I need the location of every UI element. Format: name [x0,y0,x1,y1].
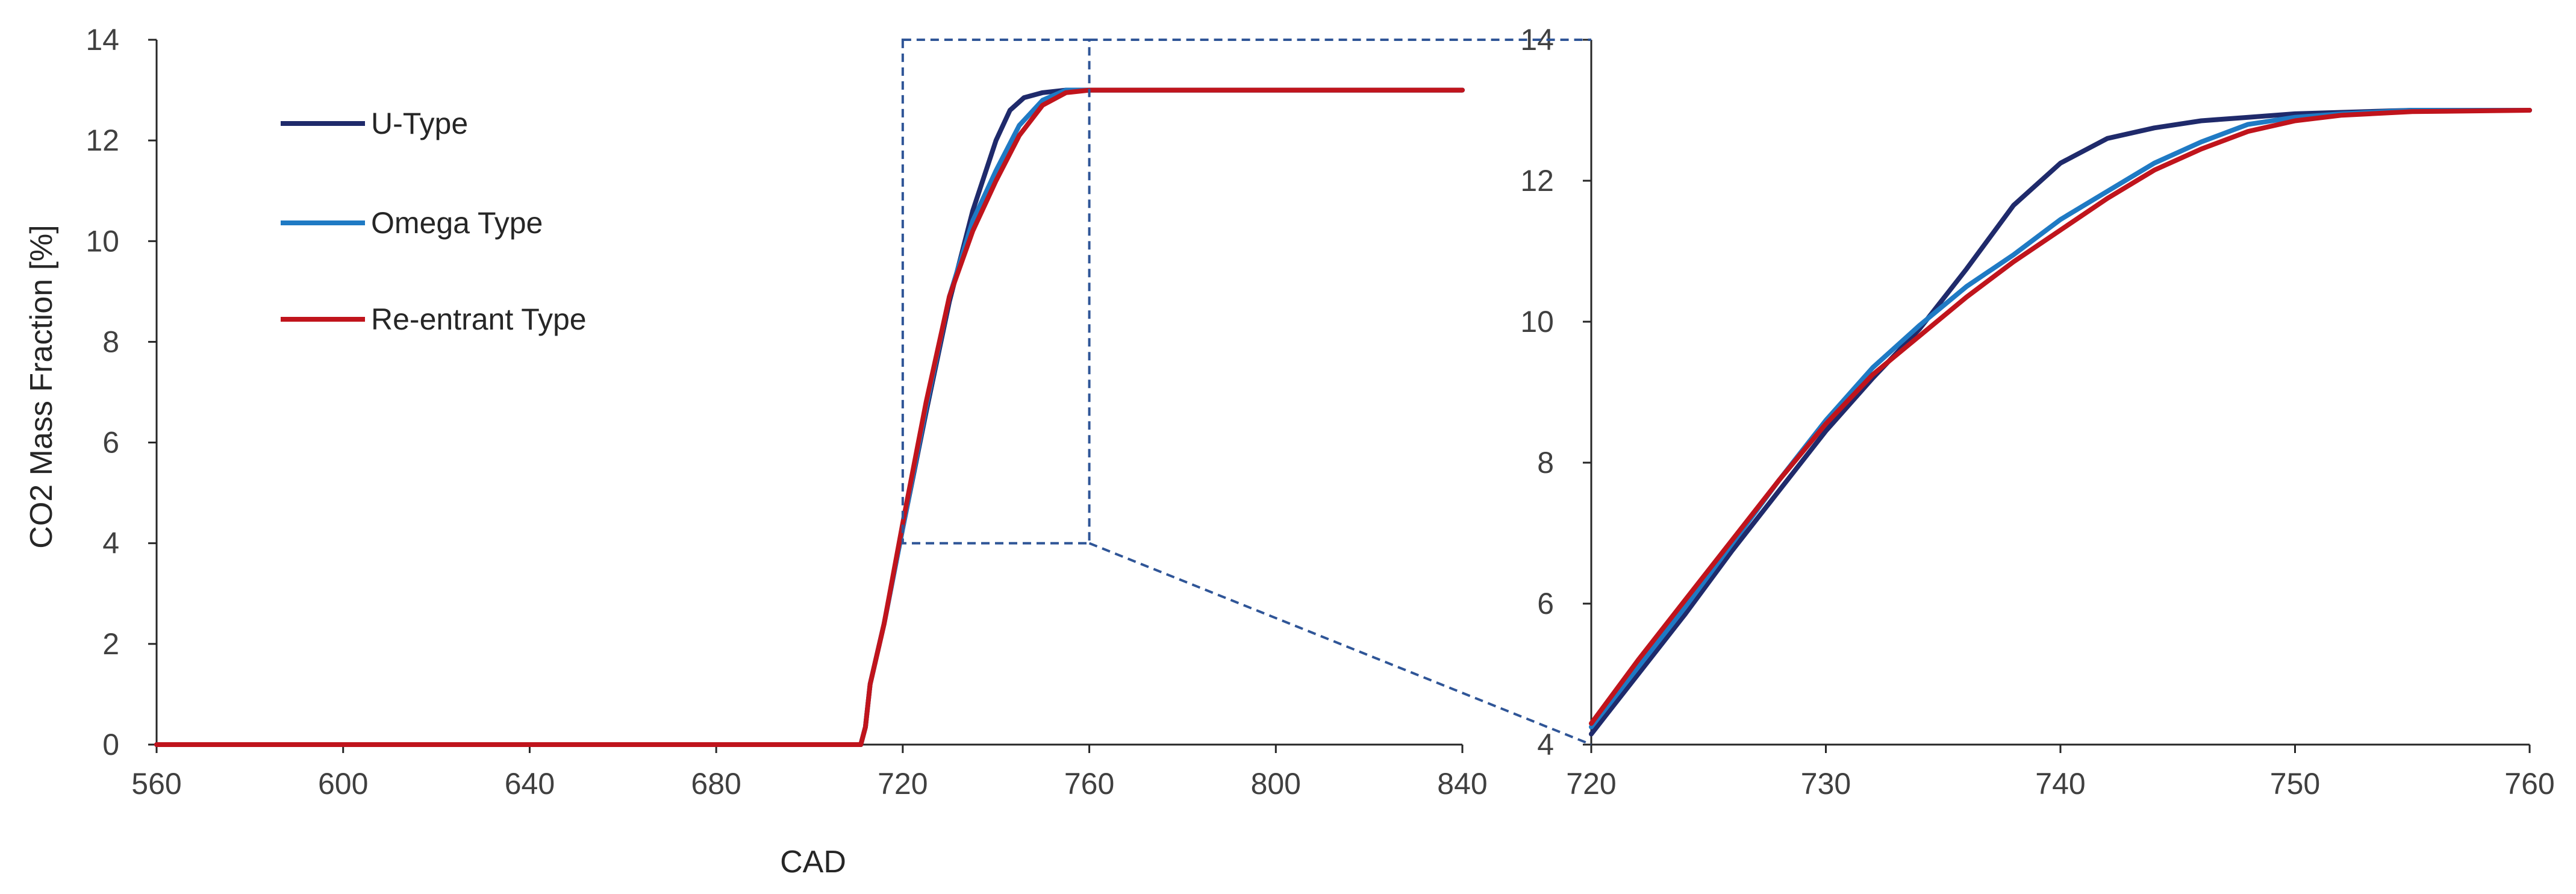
y-tick-label: 12 [1520,164,1554,198]
x-tick-label: 730 [1801,767,1851,801]
x-tick-label: 720 [1566,767,1616,801]
y-tick-label: 8 [1537,446,1554,480]
legend-item: Re-entrant Type [281,302,587,336]
y-tick-label: 10 [1520,305,1554,339]
zoom-connector-bottom [1088,542,1592,746]
legend-label: U-Type [371,107,468,140]
legend-item: U-Type [281,107,468,140]
legend-label: Omega Type [371,206,543,240]
y-tick-label: 2 [102,627,119,661]
x-tick-label: 720 [878,767,928,801]
y-tick-label: 4 [102,527,119,560]
x-tick-label: 600 [318,767,368,801]
y-tick-label: 6 [1537,587,1554,620]
x-tick-label: 760 [1064,767,1114,801]
legend-label: Re-entrant Type [371,302,587,336]
y-axis-title: CO2 Mass Fraction [%] [24,225,59,548]
series-line-1 [1589,108,2532,737]
series-line-3 [1589,108,2532,726]
series-line-3 [154,87,1465,747]
y-tick-label: 8 [102,325,119,358]
series-line-2 [154,87,1465,747]
y-tick-label: 0 [102,728,119,761]
x-tick-label: 680 [691,767,741,801]
series-line-1 [154,87,1465,747]
y-tick-label: 6 [102,426,119,460]
legend: U-Type Omega Type Re-entrant Type [281,107,587,336]
y-tick-label: 4 [1537,728,1554,761]
y-tick-label: 10 [86,224,119,258]
x-tick-label: 840 [1437,767,1487,801]
x-tick-label: 640 [505,767,555,801]
main-chart: 560 600 640 680 720 760 800 840 0 2 4 6 8 10 12 14 [86,23,1487,801]
x-tick-label: 800 [1251,767,1301,801]
zoom-region-box [901,39,1091,545]
zoom-indicator [901,39,1592,746]
x-tick-label: 760 [2504,767,2554,801]
y-tick-label: 14 [86,23,119,57]
x-axis-title: CAD [780,845,846,880]
legend-item: Omega Type [281,206,543,240]
x-tick-label: 750 [2270,767,2320,801]
x-tick-label: 560 [131,767,181,801]
series-line-2 [1589,108,2532,730]
x-tick-label: 740 [2035,767,2085,801]
y-tick-label: 12 [86,123,119,157]
